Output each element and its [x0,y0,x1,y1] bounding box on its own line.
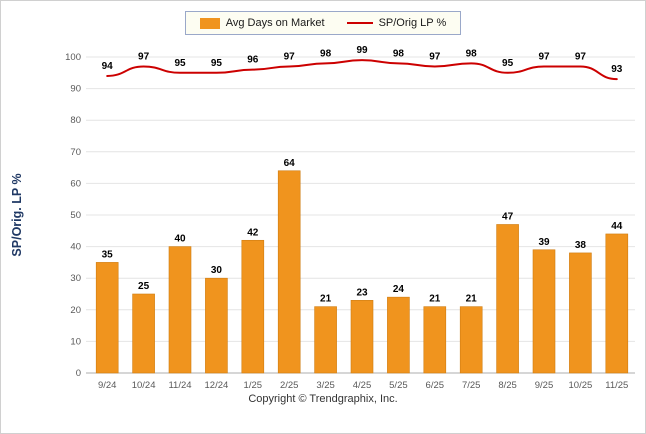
x-tick-label: 10/25 [569,380,593,391]
x-tick-label: 8/25 [498,380,517,391]
bar-value-label: 47 [502,211,514,222]
y-tick-label: 60 [70,178,81,189]
line-value-label: 95 [502,58,514,69]
line-value-label: 98 [320,48,332,59]
x-tick-label: 3/25 [316,380,335,391]
y-tick-label: 40 [70,242,81,253]
y-tick-label: 50 [70,210,81,221]
x-tick-label: 1/25 [244,380,263,391]
line-value-label: 98 [466,48,478,59]
bar-value-label: 30 [211,265,223,276]
bar-12/24 [205,277,228,374]
bar-value-label: 25 [138,281,150,292]
line-value-label: 97 [538,51,550,62]
y-tick-label: 10 [70,336,81,347]
x-tick-label: 6/25 [426,380,445,391]
bar-4/25 [350,300,374,374]
line-value-label: 97 [138,51,150,62]
line-value-label: 94 [102,61,114,72]
x-tick-label: 4/25 [353,380,372,391]
bar-value-label: 40 [174,234,186,245]
bar-3/25 [314,306,337,374]
line-value-label: 99 [356,45,368,56]
bar-2/25 [277,170,301,374]
y-tick-label: 90 [70,84,81,95]
y-tick-label: 30 [70,273,81,284]
combo-chart: 0 10 20 30 40 50 60 70 80 90 100 35 9/24 25 10/24 40 11/… [10,45,635,391]
bar-7/25 [459,306,483,374]
x-tick-label: 11/25 [605,380,628,391]
y-axis-title: SP/Orig. LP % [10,173,24,256]
bar-value-label: 21 [466,294,478,305]
bar-value-label: 38 [575,240,587,251]
x-tick-label: 5/25 [389,380,408,391]
x-tick-label: 10/24 [132,380,156,391]
y-tick-label: 20 [70,305,81,316]
chart-legend: Avg Days on Market SP/Orig LP % [184,11,462,35]
bar-8/25 [496,224,519,374]
y-tick-label: 80 [70,115,81,126]
line-value-label: 93 [611,64,623,75]
bar-value-label: 23 [356,287,368,298]
legend-item-avg-days: Avg Days on Market [199,17,325,29]
bar-10/25 [569,252,592,374]
line-value-label: 95 [174,58,186,69]
bar-series-swatch-icon [199,17,220,29]
bar-value-label: 21 [429,294,441,305]
legend-label-avg-days: Avg Days on Market [225,17,325,29]
bar-value-label: 64 [284,158,296,169]
line-value-label: 96 [247,55,259,66]
bar-5/25 [387,296,410,374]
y-tick-label: 70 [70,147,81,158]
bar-11/24 [168,246,192,374]
x-tick-label: 9/25 [535,380,554,391]
bar-6/25 [423,306,447,374]
line-value-label: 97 [575,51,587,62]
bar-9/25 [532,249,556,374]
bar-value-label: 35 [102,249,114,260]
bar-11/25 [605,233,629,374]
line-value-label: 98 [393,48,405,59]
bar-value-label: 24 [393,284,405,295]
x-tick-label: 7/25 [462,380,481,391]
bar-1/25 [241,239,265,374]
y-tick-label: 100 [65,52,81,63]
line-value-label: 97 [429,51,441,62]
copyright-text: Copyright © Trendgraphix, Inc. [248,393,398,405]
bar-9/24 [95,262,119,374]
line-value-label: 95 [211,58,223,69]
bar-value-label: 39 [538,237,550,248]
x-tick-label: 11/24 [168,380,191,391]
bar-value-label: 21 [320,294,332,305]
x-tick-label: 12/24 [205,380,229,391]
bar-value-label: 44 [611,221,623,232]
sp-orig-lp-line [106,59,618,81]
line-value-label: 97 [284,51,296,62]
x-tick-label: 9/24 [98,380,117,391]
bar-10/24 [132,293,155,374]
legend-item-sp-orig-lp: SP/Orig LP % [346,17,447,29]
x-tick-label: 2/25 [280,380,299,391]
line-series-swatch-icon [346,22,373,24]
y-tick-label: 0 [76,368,81,379]
bar-value-label: 42 [247,227,259,238]
legend-label-sp-orig-lp: SP/Orig LP % [378,17,447,29]
